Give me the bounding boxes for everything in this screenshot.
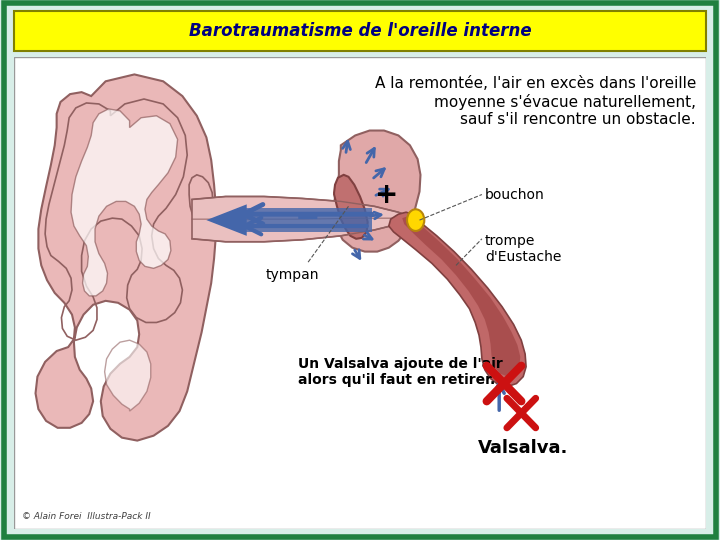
Text: −: −: [294, 204, 320, 233]
FancyBboxPatch shape: [14, 57, 706, 529]
Polygon shape: [389, 212, 526, 387]
Polygon shape: [237, 208, 372, 232]
Text: +: +: [375, 180, 399, 208]
Polygon shape: [104, 340, 150, 411]
Text: Barotraumatisme de l'oreille interne: Barotraumatisme de l'oreille interne: [189, 22, 531, 40]
Polygon shape: [35, 75, 216, 441]
Text: © Alain Forei  Illustra-Pack II: © Alain Forei Illustra-Pack II: [22, 512, 150, 521]
Text: tympan: tympan: [266, 268, 320, 282]
Text: trompe
d'Eustache: trompe d'Eustache: [485, 234, 561, 264]
Polygon shape: [207, 204, 247, 236]
Ellipse shape: [407, 210, 424, 231]
Polygon shape: [71, 109, 178, 296]
Polygon shape: [334, 131, 420, 252]
Text: Valsalva.: Valsalva.: [478, 440, 568, 457]
Text: Un Valsalva ajoute de l'air
alors qu'il faut en retirer.: Un Valsalva ajoute de l'air alors qu'il …: [297, 357, 503, 387]
Text: bouchon: bouchon: [485, 187, 544, 201]
Text: A la remontée, l'air en excès dans l'oreille
moyenne s'évacue naturellement,
sau: A la remontée, l'air en excès dans l'ore…: [374, 76, 696, 127]
Polygon shape: [334, 175, 368, 239]
Polygon shape: [402, 216, 521, 376]
Polygon shape: [189, 175, 213, 234]
Polygon shape: [192, 197, 413, 242]
